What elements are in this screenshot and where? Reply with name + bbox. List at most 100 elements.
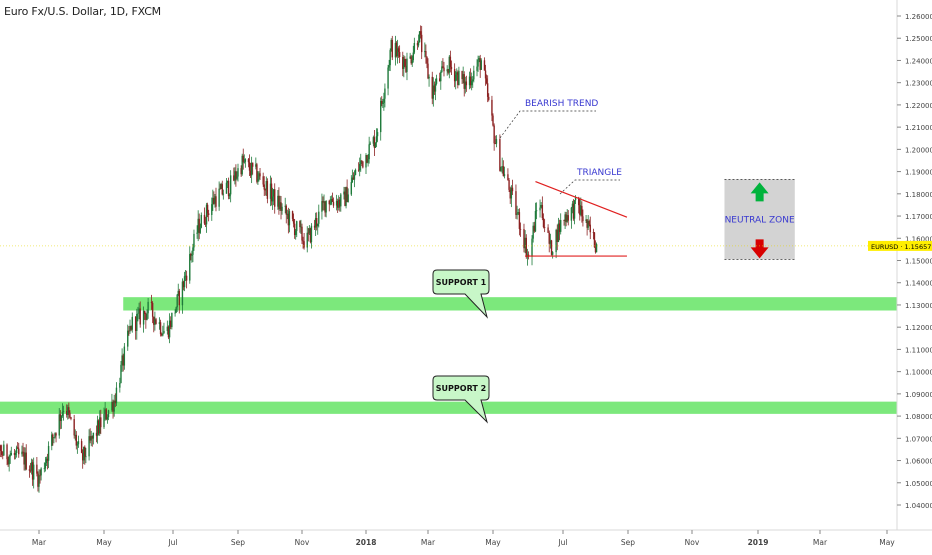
candle-body [176, 295, 177, 308]
candle-body [388, 65, 389, 67]
candle-body [317, 224, 318, 226]
candle-body [321, 201, 322, 212]
candle-body [152, 303, 153, 317]
candle-body [387, 68, 388, 89]
candle-body [53, 437, 54, 438]
candle-body [368, 144, 369, 159]
candle-body [119, 383, 120, 388]
candle-body [458, 71, 459, 85]
y-tick-label: 1.17000 [905, 213, 932, 221]
candle-body [289, 211, 290, 225]
candle-body [500, 167, 501, 171]
candle-body [228, 181, 229, 196]
candle-body [418, 42, 419, 45]
candle-body [73, 419, 74, 435]
candle-body [29, 469, 30, 470]
candle-body [544, 227, 545, 228]
candle-body [581, 206, 582, 216]
candle-body [299, 221, 300, 227]
candle-body [0, 445, 1, 450]
candle-body [596, 244, 597, 252]
candle-body [244, 162, 245, 163]
x-tick-label: Jul [167, 538, 177, 547]
support-1-callout-label: SUPPORT 1 [436, 278, 487, 287]
candle-body [281, 207, 282, 211]
candle-body [420, 31, 421, 35]
candle-body [30, 471, 31, 472]
candle-body [120, 365, 121, 383]
candle-body [18, 449, 19, 455]
candle-body [78, 441, 79, 444]
candle-body [399, 52, 400, 57]
y-tick-label: 1.25000 [905, 35, 932, 43]
candle-body [361, 160, 362, 161]
candle-body [15, 453, 16, 455]
candle-body [389, 50, 390, 65]
candle-body [359, 164, 360, 170]
candle-body [355, 170, 356, 175]
candle-body [155, 319, 156, 324]
candle-body [201, 215, 202, 228]
candle-body [504, 174, 505, 176]
candle-body [307, 233, 308, 248]
candle-body [296, 221, 297, 231]
candle-body [139, 308, 140, 324]
candle-body [62, 412, 63, 416]
candle-body [351, 182, 352, 194]
candle-body [116, 388, 117, 404]
candle-body [70, 417, 71, 419]
candle-body [144, 311, 145, 314]
y-tick-label: 1.14000 [905, 280, 932, 288]
candle-body [330, 204, 331, 205]
candle-body [594, 232, 595, 247]
candle-body [44, 468, 45, 469]
triangle-label: TRIANGLE [576, 168, 622, 178]
candle-body [3, 445, 4, 456]
x-tick-label: May [485, 538, 501, 547]
candle-body [162, 333, 163, 335]
candle-body [211, 204, 212, 215]
candle-body [508, 180, 509, 190]
candle-body [77, 444, 78, 445]
y-tick-label: 1.13000 [905, 302, 932, 310]
candle-body [191, 255, 192, 256]
candle-body [132, 317, 133, 330]
candle-body [68, 407, 69, 412]
support-2-callout-bubble [433, 376, 489, 422]
candle-body [539, 208, 540, 211]
candle-body [370, 144, 371, 145]
candle-body [382, 103, 383, 104]
candle-body [442, 66, 443, 67]
candle-body [204, 215, 205, 224]
candle-body [499, 139, 500, 171]
candle-body [33, 465, 34, 480]
candle-body [435, 84, 436, 92]
candle-body [40, 468, 41, 475]
candle-body [85, 456, 86, 457]
x-tick-label: Sep [621, 538, 635, 547]
x-tick-label: Nov [295, 538, 310, 547]
candle-body [6, 445, 7, 460]
candle-body [163, 331, 164, 333]
candle-body [301, 227, 302, 241]
y-tick-label: 1.05000 [905, 480, 932, 488]
candle-body [485, 70, 486, 78]
candle-body [547, 227, 548, 232]
candle-body [325, 201, 326, 213]
x-tick-label: 2018 [356, 538, 377, 547]
current-price-tag-label: EURUSD · 1.15657 [871, 243, 931, 251]
y-tick-label: 1.21000 [905, 124, 932, 132]
candles-layer [0, 25, 597, 492]
candle-body [137, 313, 138, 314]
candle-body [196, 233, 197, 234]
candle-body [440, 72, 441, 81]
candle-body [384, 89, 385, 99]
y-tick-label: 1.15000 [905, 258, 932, 266]
x-tick-label: May [96, 538, 112, 547]
candle-body [311, 226, 312, 242]
candle-body [192, 247, 193, 254]
candle-body [536, 210, 537, 211]
candle-body [574, 200, 575, 219]
